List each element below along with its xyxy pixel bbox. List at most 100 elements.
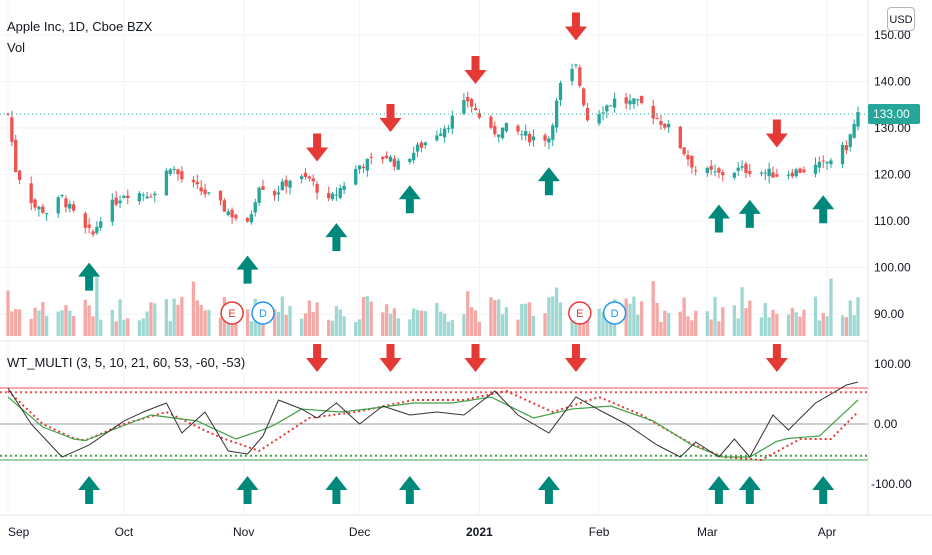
candle-body: [141, 194, 145, 196]
volume-bar: [384, 304, 389, 336]
volume-label: Vol: [7, 40, 26, 55]
candle-body: [531, 136, 536, 141]
buy-arrow: [325, 223, 348, 252]
candle-body: [659, 121, 663, 125]
candle-body: [632, 98, 636, 105]
candle-body: [628, 100, 632, 105]
volume-bar: [682, 297, 686, 336]
volume-bar: [442, 313, 447, 336]
earnings-marker[interactable]: E: [568, 301, 592, 325]
buy-arrow-shape: [707, 204, 730, 233]
volume-bar: [29, 318, 33, 336]
buy-arrow: [236, 255, 259, 284]
candle-body: [280, 181, 284, 191]
indicator-label[interactable]: WT_MULTI (3, 5, 10, 21, 60, 53, -60, -53…: [7, 355, 246, 370]
wt1-line: [7, 381, 859, 458]
volume-bar: [639, 301, 644, 336]
buy-arrow-shape: [537, 167, 560, 196]
currency-button[interactable]: USD: [887, 7, 915, 31]
volume-bar: [632, 296, 636, 336]
volume-bar: [748, 300, 752, 336]
signals-layer: [78, 12, 835, 504]
buy-arrow-shape: [738, 199, 761, 228]
candle-body: [740, 166, 744, 168]
buy-arrow-shape: [812, 195, 835, 224]
candle-body: [68, 203, 72, 209]
volume-bar: [122, 319, 126, 336]
event-letter: D: [611, 308, 619, 320]
volume-bar: [821, 312, 825, 336]
candle-body: [678, 126, 682, 149]
volume-bar: [585, 320, 590, 336]
candle-body: [99, 221, 103, 228]
volume-bar: [516, 319, 520, 336]
buy-arrow-indicator-shape: [738, 476, 761, 504]
volume-bar: [551, 296, 555, 336]
buy-arrow-indicator-shape: [398, 476, 421, 504]
price-tick-label: 90.00: [874, 307, 904, 321]
time-axis-label: Apr: [818, 525, 837, 539]
candle-body: [558, 82, 563, 101]
buy-arrow-indicator: [812, 476, 835, 504]
earnings-marker[interactable]: E: [220, 301, 244, 325]
candle-body: [338, 188, 342, 198]
candle-body: [64, 198, 68, 208]
candle-body: [601, 112, 605, 114]
candle-body: [466, 96, 470, 102]
volume-bar: [153, 303, 157, 336]
candle-body: [307, 176, 312, 179]
candle-body: [705, 167, 709, 174]
candle-body: [682, 147, 686, 155]
candle-body: [497, 134, 501, 137]
candle-body: [207, 192, 211, 194]
buy-arrow-shape: [325, 223, 348, 252]
sell-arrow: [464, 55, 487, 84]
dividend-marker[interactable]: D: [251, 301, 275, 325]
candle-body: [612, 98, 617, 108]
volume-bar: [493, 300, 497, 336]
volume-bar: [68, 310, 72, 336]
candle-body: [95, 226, 99, 234]
candle-body: [234, 214, 238, 219]
volume-bar: [145, 311, 149, 336]
candle-body: [439, 133, 443, 136]
event-letter: E: [576, 308, 583, 320]
candle-body: [299, 176, 304, 180]
volume-bar: [365, 296, 369, 336]
time-axis-label: Nov: [233, 525, 254, 539]
volume-bar: [64, 305, 68, 336]
candle-body: [423, 142, 427, 146]
sell-arrow-indicator: [306, 344, 329, 372]
candle-body: [14, 139, 18, 173]
volume-bar: [191, 281, 196, 336]
volume-bar: [56, 311, 60, 336]
volume-bar: [667, 312, 671, 336]
candle-body: [721, 172, 725, 176]
event-letter: D: [259, 308, 267, 320]
volume-bar: [659, 321, 663, 336]
volume-bar: [655, 302, 659, 336]
candle-body: [639, 96, 644, 104]
volume-bar: [624, 298, 628, 336]
candle-body: [126, 195, 130, 199]
time-axis-label: Dec: [349, 525, 370, 539]
time-axis-label: Sep: [8, 525, 30, 539]
candle-body: [813, 164, 818, 174]
wt-trend-line: [7, 389, 859, 462]
sell-arrow: [306, 133, 329, 162]
volume-bar: [794, 312, 798, 336]
candle-body: [253, 202, 257, 213]
volume-bar: [44, 315, 49, 336]
volume-bar: [558, 302, 563, 336]
buy-arrow: [398, 185, 421, 214]
volume-bar: [276, 312, 281, 336]
volume-bar: [168, 321, 172, 336]
volume-bar: [199, 305, 203, 336]
volume-bar: [388, 313, 393, 336]
volume-bar: [740, 287, 744, 336]
candle-body: [516, 125, 520, 132]
volume-bar: [547, 297, 551, 336]
dividend-marker[interactable]: D: [602, 301, 627, 325]
